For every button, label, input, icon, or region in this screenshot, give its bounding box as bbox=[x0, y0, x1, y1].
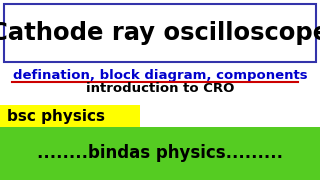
Bar bbox=[0, 105, 140, 127]
Text: bsc physics: bsc physics bbox=[7, 109, 105, 123]
Text: ........bindas physics.........: ........bindas physics......... bbox=[37, 145, 283, 163]
Bar bbox=[0, 127, 320, 180]
Text: Cathode ray oscilloscope: Cathode ray oscilloscope bbox=[0, 21, 320, 45]
Bar bbox=[4, 4, 316, 62]
Text: defination, block diagram, components: defination, block diagram, components bbox=[13, 69, 307, 82]
Text: introduction to CRO: introduction to CRO bbox=[86, 82, 234, 94]
